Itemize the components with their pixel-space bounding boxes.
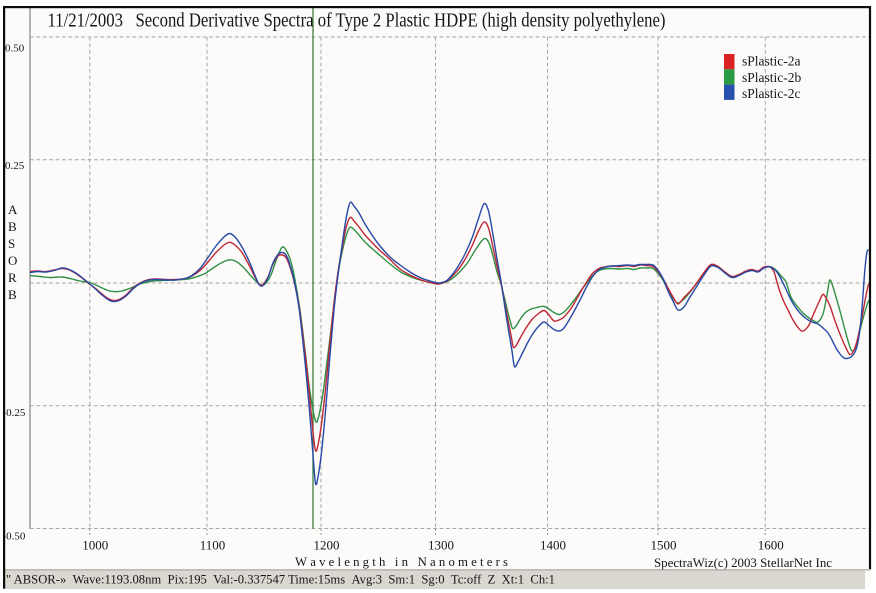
svg-text:R: R [8, 270, 17, 285]
svg-text:W a v e l e n g t h i n N: W a v e l e n g t h i n N a n o m e t e … [295, 555, 508, 569]
svg-text:SpectraWiz(c) 2003 StellarNet: SpectraWiz(c) 2003 StellarNet Inc [654, 556, 832, 570]
svg-text:S: S [8, 236, 15, 251]
svg-text:1200: 1200 [314, 538, 340, 553]
svg-text:1000: 1000 [82, 538, 108, 553]
svg-text:1100: 1100 [200, 538, 226, 553]
svg-text:1400: 1400 [540, 538, 566, 553]
svg-text:1300: 1300 [428, 538, 454, 553]
svg-text:O: O [8, 253, 17, 268]
svg-text:-0.25: -0.25 [3, 407, 26, 419]
svg-text:sPlastic-2c: sPlastic-2c [742, 86, 801, 101]
svg-text:A: A [8, 202, 18, 217]
svg-text:11/21/2003 Second Derivative: 11/21/2003 Second Derivative Spectra of … [48, 10, 666, 32]
svg-text:sPlastic-2b: sPlastic-2b [742, 70, 801, 85]
svg-text:1500: 1500 [651, 538, 677, 553]
svg-text:1600: 1600 [758, 538, 784, 553]
svg-text:B: B [8, 219, 17, 234]
svg-text:sPlastic-2a: sPlastic-2a [742, 54, 801, 69]
svg-text:0.50: 0.50 [5, 43, 25, 55]
svg-text:0.25: 0.25 [5, 160, 25, 172]
svg-text:-0.50: -0.50 [3, 531, 26, 543]
svg-text:B: B [8, 287, 17, 302]
svg-text:" ABSOR-» Wave:1193.08nm Pix: " ABSOR-» Wave:1193.08nm Pix:195 Val:-0.… [6, 572, 555, 587]
